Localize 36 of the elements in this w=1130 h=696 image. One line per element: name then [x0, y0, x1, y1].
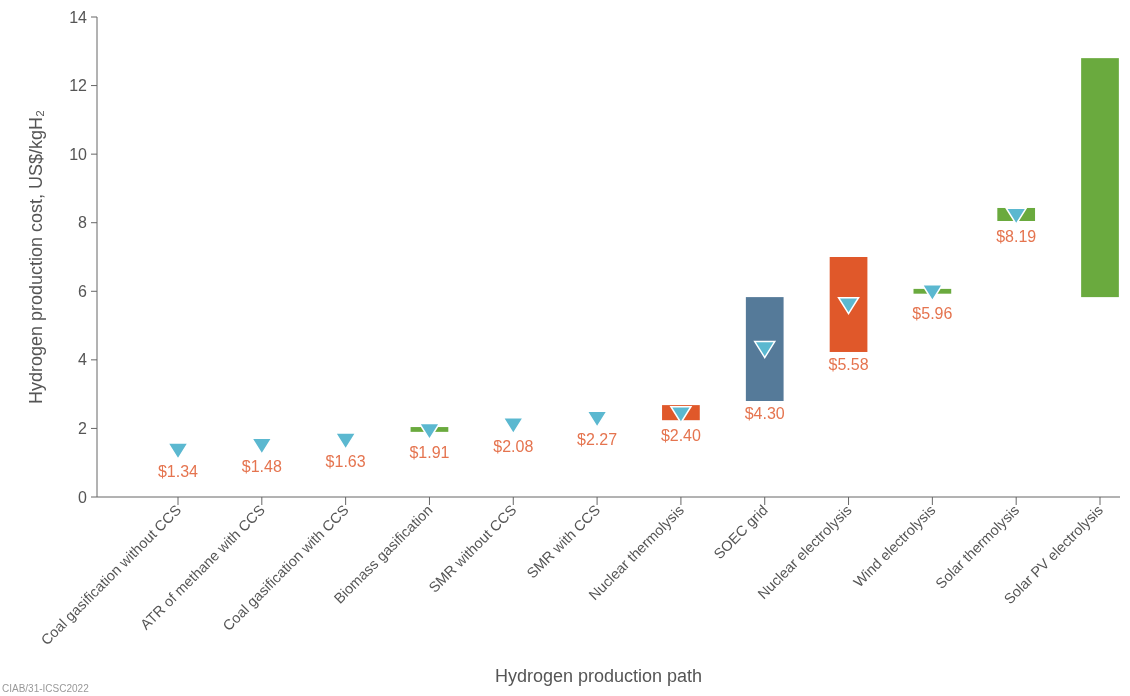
bar [829, 257, 868, 352]
point [334, 432, 357, 450]
data-label: $2.27 [577, 431, 618, 449]
data-label: $8.19 [996, 228, 1037, 246]
data-label: $1.63 [325, 453, 366, 471]
y-tick-label: 14 [69, 8, 88, 26]
y-tick-label: 2 [78, 420, 88, 438]
data-label: $2.08 [493, 437, 534, 455]
data-label: $1.91 [409, 443, 450, 461]
point [418, 422, 441, 441]
data-label: $1.48 [241, 458, 282, 476]
data-label: $5.58 [828, 355, 869, 373]
text: CIAB/31-ICSC2022 [2, 683, 90, 694]
data-label: $1.34 [157, 463, 199, 481]
y-tick-label: 12 [69, 77, 88, 95]
point [670, 405, 692, 424]
y-axis-title: Hydrogen production cost, US$/kgH₂ [26, 109, 46, 405]
point [251, 437, 273, 456]
data-label: $4.30 [744, 405, 785, 422]
y-tick-label: 0 [78, 488, 88, 506]
point [921, 283, 944, 302]
bar [1081, 58, 1119, 298]
point [753, 340, 776, 359]
point [167, 442, 189, 460]
point [1005, 207, 1027, 225]
y-tick-label: 6 [78, 282, 88, 300]
data-label: $5.96 [912, 304, 953, 322]
data-label: $2.40 [660, 426, 702, 444]
point [502, 416, 525, 435]
y-tick-label: 4 [78, 351, 88, 369]
y-tick-label: 8 [78, 214, 88, 232]
x-axis-title: Hydrogen production path [494, 666, 703, 686]
y-tick-label: 10 [69, 145, 88, 163]
point [586, 410, 608, 428]
bar [745, 297, 784, 401]
point [837, 296, 860, 315]
